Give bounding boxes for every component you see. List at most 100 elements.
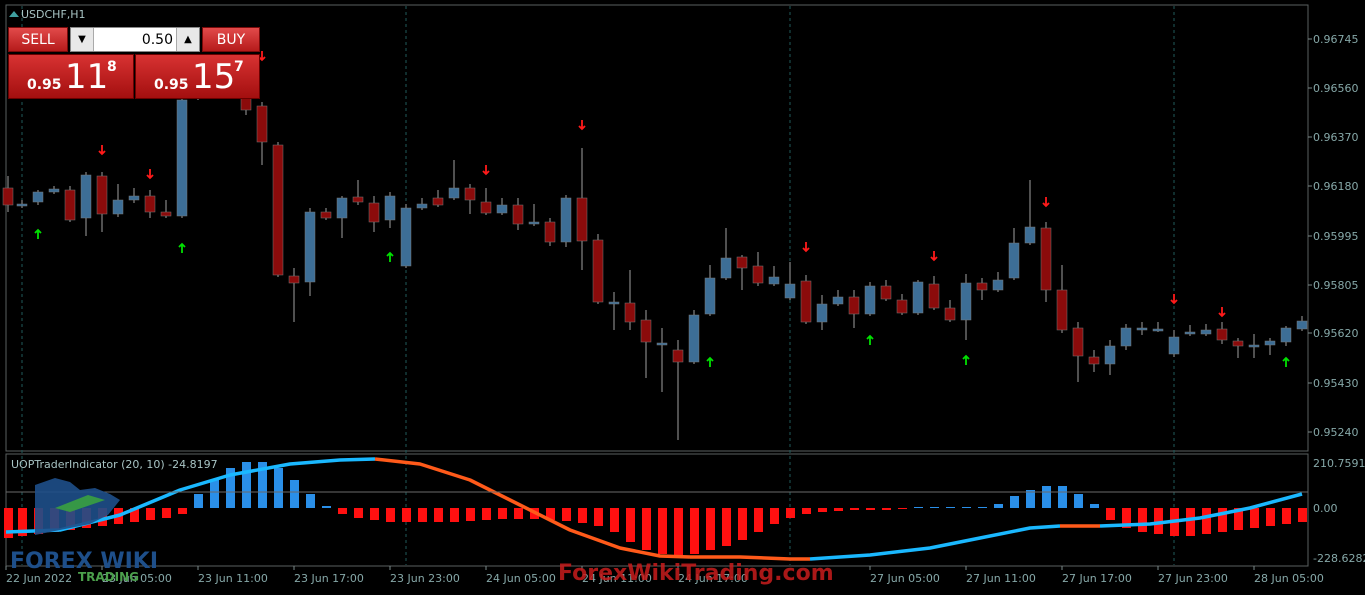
histogram-bar: [1042, 486, 1051, 508]
one-click-trade-panel: SELL ▼ ▲ BUY 0.95 11 8 0.95 15 7: [8, 27, 260, 99]
symbol-triangle-icon[interactable]: [9, 11, 19, 17]
candle-body: [1232, 340, 1244, 347]
buy-signal-arrow-icon: [706, 356, 714, 367]
histogram-bar: [434, 508, 443, 522]
candle-body: [2, 187, 14, 206]
histogram-bar: [1266, 508, 1275, 526]
histogram-bar: [466, 508, 475, 521]
sell-signal-arrow-icon: [930, 251, 938, 262]
histogram-bar: [322, 506, 331, 508]
histogram-bar: [354, 508, 363, 518]
buy-signal-arrow-icon: [866, 334, 874, 345]
indicator-line-down: [374, 457, 691, 559]
candle-body: [928, 283, 940, 309]
time-axis: 22 Jun 2022 23 Jun 05:00 23 Jun 11:00 23 Ju…: [5, 566, 1324, 585]
histogram-bar: [370, 508, 379, 520]
candle-body: [880, 285, 892, 300]
histogram-bar: [146, 508, 155, 520]
histogram-bar: [578, 508, 587, 523]
candle-body: [464, 187, 476, 201]
histogram-bar: [386, 508, 395, 522]
candle-body: [544, 221, 556, 243]
buy-signal-arrow-icon: [178, 242, 186, 253]
histogram-bar: [1202, 508, 1211, 534]
lot-decrease-icon[interactable]: ▼: [71, 28, 94, 51]
histogram-bar: [1058, 486, 1067, 508]
candle-body: [304, 211, 316, 283]
histogram-bar: [1090, 504, 1099, 508]
candle-body: [1216, 328, 1228, 341]
candle-body: [608, 301, 620, 305]
candle-body: [1040, 227, 1052, 291]
candle-body: [768, 276, 780, 285]
histogram-bar: [626, 508, 635, 542]
time-tick-label: 27 Jun 05:00: [870, 572, 940, 585]
lot-increase-icon[interactable]: ▲: [176, 28, 199, 51]
candle-body: [320, 211, 332, 219]
candle-body: [1120, 327, 1132, 347]
buy-button[interactable]: BUY: [202, 27, 260, 52]
histogram-bar: [658, 508, 667, 554]
indicator-line-up: [1099, 492, 1303, 528]
sell-button[interactable]: SELL: [8, 27, 68, 52]
candle-body: [960, 282, 972, 321]
candle-body: [1008, 242, 1020, 279]
histogram-bar: [450, 508, 459, 522]
indicator-label: UOPTraderIndicator (20, 10) -24.8197: [11, 458, 218, 471]
site-watermark: ForexWikiTrading.com: [558, 561, 834, 586]
histogram-bar: [818, 508, 827, 512]
histogram-bar: [1026, 490, 1035, 508]
sell-signal-arrow-icon: [98, 145, 106, 156]
candle-body: [32, 191, 44, 203]
sell-signal-arrow-icon: [1170, 294, 1178, 305]
candle-body: [496, 204, 508, 214]
histogram-bar: [978, 507, 987, 508]
buy-price-sup: 7: [234, 59, 244, 75]
histogram-bar: [546, 508, 555, 520]
candle-body: [656, 342, 668, 346]
histogram-bar: [962, 507, 971, 508]
indicator-tick-label: 210.7591: [1313, 457, 1365, 470]
indicator-tick-label: -228.6282: [1313, 552, 1365, 565]
indicator-tick-label: 0.00: [1313, 502, 1338, 515]
candle-body: [256, 105, 268, 143]
histogram-bar: [610, 508, 619, 532]
candle-body: [448, 187, 460, 199]
main-pane-border: [5, 4, 1309, 452]
histogram-bar: [402, 508, 411, 522]
candle-body: [736, 256, 748, 269]
candle-body: [1168, 336, 1180, 355]
histogram-bar: [1218, 508, 1227, 532]
symbol-label: USDCHF,H1: [21, 8, 86, 21]
histogram-bar: [514, 508, 523, 519]
time-tick-label: 27 Jun 23:00: [1158, 572, 1228, 585]
lot-size-input[interactable]: [95, 29, 173, 50]
candle-body: [1024, 226, 1036, 244]
histogram-bar: [898, 508, 907, 509]
buy-quote-button[interactable]: 0.95 15 7: [135, 54, 260, 99]
sell-signal-arrow-icon: [1042, 197, 1050, 208]
candle-body: [176, 99, 188, 217]
histogram-bar: [1234, 508, 1243, 530]
time-tick-label: 23 Jun 23:00: [390, 572, 460, 585]
histogram-bar: [1074, 494, 1083, 508]
candle-body: [640, 319, 652, 343]
sell-signal-arrow-icon: [1218, 307, 1226, 318]
candle-body: [512, 204, 524, 225]
candle-body: [528, 221, 540, 225]
histogram-bar: [802, 508, 811, 514]
buy-signal-arrow-icon: [386, 251, 394, 262]
histogram-bar: [498, 508, 507, 519]
time-tick-label: 23 Jun 17:00: [294, 572, 364, 585]
histogram-bar: [1138, 508, 1147, 532]
histogram-bar: [738, 508, 747, 540]
candle-body: [64, 189, 76, 221]
histogram-bar: [130, 508, 139, 522]
candle-body: [96, 175, 108, 215]
histogram-bar: [754, 508, 763, 532]
sell-quote-button[interactable]: 0.95 11 8: [8, 54, 134, 99]
candle-body: [688, 314, 700, 363]
candle-body: [560, 197, 572, 243]
